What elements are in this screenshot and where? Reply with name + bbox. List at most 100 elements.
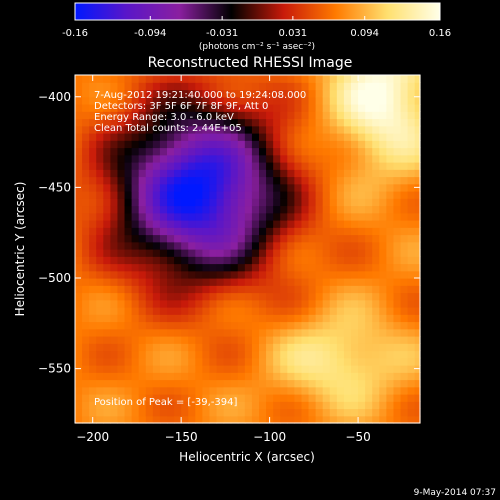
heatmap-cell bbox=[280, 292, 288, 301]
heatmap-cell bbox=[75, 234, 83, 243]
heatmap-cell bbox=[351, 270, 359, 279]
heatmap-cell bbox=[195, 118, 203, 127]
heatmap-cell bbox=[273, 299, 281, 308]
heatmap-cell bbox=[82, 394, 90, 402]
heatmap-cell bbox=[315, 89, 324, 98]
heatmap-cell bbox=[75, 270, 83, 279]
heatmap-cell bbox=[174, 241, 182, 250]
heatmap-cell bbox=[386, 125, 395, 134]
heatmap-cell bbox=[372, 118, 380, 127]
heatmap-cell bbox=[414, 111, 421, 120]
heatmap-cell bbox=[96, 96, 104, 105]
heatmap-cell bbox=[336, 176, 345, 185]
heatmap-cell bbox=[117, 111, 126, 120]
heatmap-cell bbox=[230, 350, 239, 359]
heatmap-cell bbox=[131, 227, 140, 236]
heatmap-cell bbox=[259, 183, 267, 192]
heatmap-cell bbox=[202, 212, 211, 221]
heatmap-cell bbox=[103, 162, 111, 170]
heatmap-cell bbox=[244, 256, 253, 265]
heatmap-cell bbox=[89, 263, 97, 272]
heatmap-cell bbox=[89, 104, 97, 112]
heatmap-cell bbox=[89, 350, 97, 359]
heatmap-cell bbox=[124, 350, 133, 359]
heatmap-cell bbox=[237, 234, 246, 243]
heatmap-cell bbox=[152, 249, 161, 257]
heatmap-cell bbox=[273, 82, 281, 91]
heatmap-cell bbox=[145, 408, 154, 417]
heatmap-cell bbox=[152, 183, 161, 192]
heatmap-cell bbox=[89, 154, 97, 163]
heatmap-cell bbox=[414, 299, 421, 308]
heatmap-cell bbox=[287, 104, 295, 112]
heatmap-cell bbox=[372, 75, 380, 83]
heatmap-cell bbox=[159, 321, 168, 330]
heatmap-cell bbox=[152, 263, 161, 272]
heatmap-cell bbox=[287, 133, 295, 141]
heatmap-cell bbox=[251, 415, 260, 424]
heatmap-cell bbox=[287, 372, 295, 381]
heatmap-cell bbox=[110, 270, 119, 279]
heatmap-cell bbox=[358, 212, 366, 221]
heatmap-cell bbox=[159, 394, 168, 402]
heatmap-cell bbox=[96, 104, 104, 112]
heatmap-cell bbox=[358, 372, 366, 381]
heatmap-cell bbox=[351, 227, 359, 236]
heatmap-cell bbox=[308, 75, 317, 83]
heatmap-cell bbox=[393, 343, 402, 352]
heatmap-cell bbox=[329, 314, 338, 323]
heatmap-cell bbox=[315, 75, 324, 83]
heatmap-cell bbox=[174, 111, 182, 120]
heatmap-cell bbox=[266, 314, 274, 323]
heatmap-cell bbox=[358, 285, 366, 294]
heatmap-cell bbox=[131, 343, 140, 352]
heatmap-cell bbox=[273, 96, 281, 105]
heatmap-cell bbox=[266, 357, 274, 366]
heatmap-cell bbox=[75, 111, 83, 120]
heatmap-cell bbox=[131, 263, 140, 272]
heatmap-cell bbox=[379, 249, 387, 257]
heatmap-cell bbox=[244, 191, 253, 199]
heatmap-cell bbox=[280, 140, 288, 149]
heatmap-cell bbox=[358, 220, 366, 228]
heatmap-cell bbox=[159, 343, 168, 352]
heatmap-cell bbox=[181, 415, 189, 424]
heatmap-cell bbox=[273, 169, 281, 178]
heatmap-cell bbox=[379, 191, 387, 199]
heatmap-cell bbox=[400, 198, 409, 207]
heatmap-cell bbox=[266, 111, 274, 120]
heatmap-cell bbox=[329, 234, 338, 243]
heatmap-cell bbox=[259, 408, 267, 417]
heatmap-cell bbox=[308, 357, 317, 366]
heatmap-cell bbox=[195, 299, 203, 308]
heatmap-cell bbox=[308, 328, 317, 337]
heatmap-cell bbox=[407, 234, 416, 243]
heatmap-cell bbox=[145, 169, 154, 178]
heatmap-cell bbox=[145, 191, 154, 199]
heatmap-cell bbox=[167, 198, 175, 207]
heatmap-cell bbox=[188, 89, 196, 98]
heatmap-cell bbox=[124, 307, 133, 315]
heatmap-cell bbox=[223, 111, 232, 120]
heatmap-cell bbox=[322, 386, 331, 395]
heatmap-cell bbox=[287, 299, 295, 308]
heatmap-cell bbox=[407, 220, 416, 228]
heatmap-cell bbox=[237, 227, 246, 236]
heatmap-cell bbox=[174, 350, 182, 359]
heatmap-cell bbox=[379, 118, 387, 127]
heatmap-cell bbox=[322, 350, 331, 359]
heatmap-cell bbox=[336, 96, 345, 105]
heatmap-cell bbox=[407, 394, 416, 402]
heatmap-cell bbox=[266, 154, 274, 163]
heatmap-cell bbox=[414, 154, 421, 163]
heatmap-cell bbox=[152, 307, 161, 315]
heatmap-cell bbox=[400, 292, 409, 301]
heatmap-cell bbox=[117, 220, 126, 228]
heatmap-cell bbox=[103, 401, 111, 410]
heatmap-cell bbox=[280, 336, 288, 344]
heatmap-cell bbox=[393, 212, 402, 221]
heatmap-cell bbox=[308, 212, 317, 221]
heatmap-cell bbox=[152, 386, 161, 395]
heatmap-cell bbox=[89, 314, 97, 323]
heatmap-cell bbox=[351, 198, 359, 207]
